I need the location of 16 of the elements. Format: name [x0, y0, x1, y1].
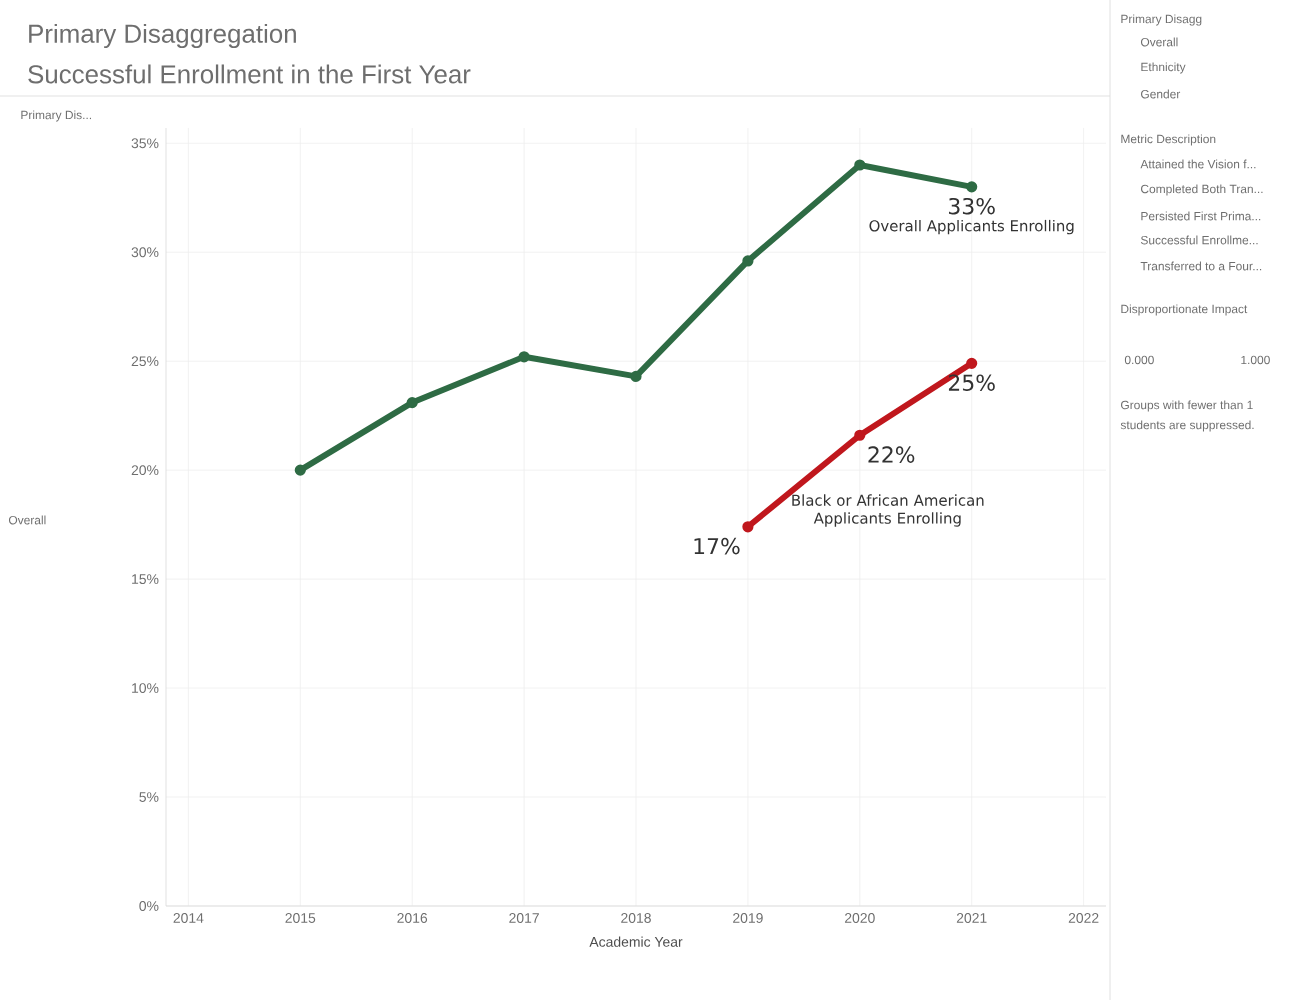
point — [854, 429, 866, 441]
point — [630, 370, 642, 383]
point — [294, 464, 306, 476]
data-label: 33% — [949, 197, 995, 215]
data-label: 17% — [694, 537, 740, 555]
data-label: 25% — [948, 374, 995, 391]
point — [966, 357, 978, 369]
point — [966, 181, 978, 193]
chart-subtitle: Successful Enrollment in the First Year — [28, 64, 471, 84]
chart-title: Primary Disaggregation — [29, 23, 296, 49]
point — [742, 255, 754, 267]
point — [518, 351, 530, 363]
point — [742, 521, 754, 533]
data-label: 22% — [868, 446, 915, 463]
point — [406, 397, 418, 409]
point — [854, 159, 866, 171]
